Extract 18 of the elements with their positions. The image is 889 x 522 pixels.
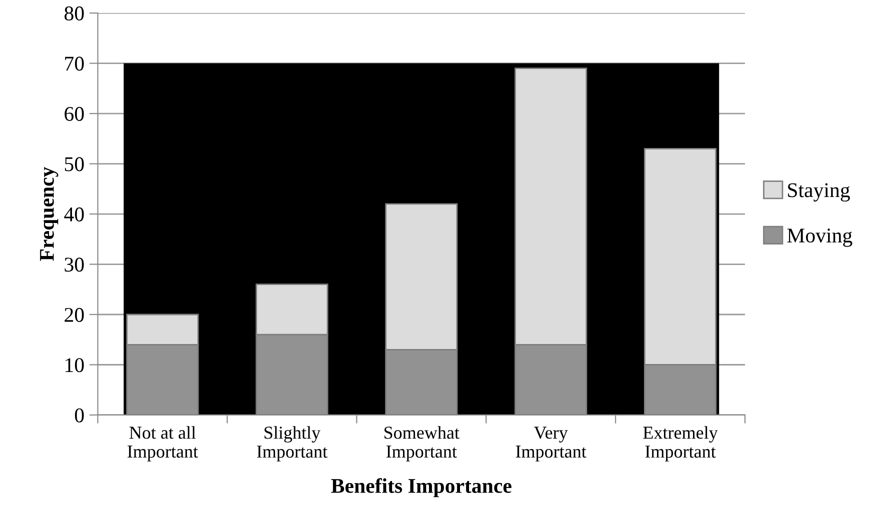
x-tick-label: Extremely Important <box>643 426 718 462</box>
y-tick-label: 60 <box>64 106 84 121</box>
y-tick-label: 30 <box>64 258 84 272</box>
y-tick-label: 20 <box>64 308 84 322</box>
x-axis-title: Benefits Importance <box>331 478 512 498</box>
x-tick-label: Very Important <box>516 426 586 462</box>
y-tick-label: 50 <box>64 157 84 172</box>
legend-label: Staying <box>788 183 850 202</box>
x-tick-label: Slightly Important <box>257 426 328 462</box>
y-axis-title: Frequency <box>40 166 58 261</box>
legend-label: Moving <box>787 228 852 247</box>
x-tick-label: Somewhat Important <box>384 426 460 462</box>
y-tick-label: 10 <box>66 358 84 372</box>
y-tick-label: 70 <box>65 56 84 71</box>
y-tick-label: 80 <box>64 6 84 20</box>
x-tick-label: Not at all Important <box>128 426 198 462</box>
y-tick-label: 0 <box>74 408 84 422</box>
y-tick-label: 40 <box>64 207 84 222</box>
